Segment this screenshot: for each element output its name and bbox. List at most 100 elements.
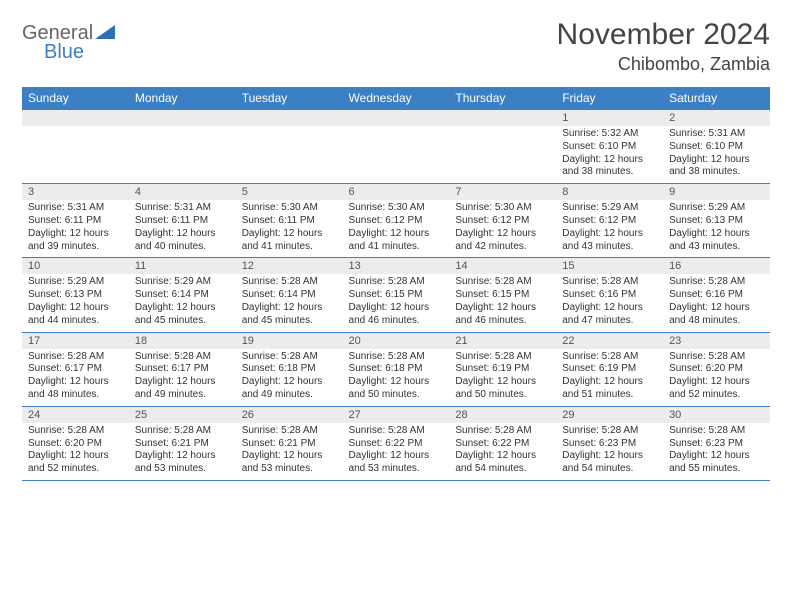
calendar-week-row: 10Sunrise: 5:29 AMSunset: 6:13 PMDayligh… xyxy=(22,258,770,332)
sunset-text: Sunset: 6:14 PM xyxy=(135,289,230,302)
weekday-header: Friday xyxy=(556,87,663,110)
sunset-text: Sunset: 6:17 PM xyxy=(135,363,230,376)
calendar-day-cell: 15Sunrise: 5:28 AMSunset: 6:16 PMDayligh… xyxy=(556,258,663,332)
day-details: Sunrise: 5:28 AMSunset: 6:20 PMDaylight:… xyxy=(22,423,129,480)
sunrise-text: Sunrise: 5:28 AM xyxy=(669,351,764,364)
weekday-header: Saturday xyxy=(663,87,770,110)
sunrise-text: Sunrise: 5:28 AM xyxy=(455,425,550,438)
daylight-text: Daylight: 12 hours and 42 minutes. xyxy=(455,228,550,254)
day-details: Sunrise: 5:30 AMSunset: 6:12 PMDaylight:… xyxy=(449,200,556,257)
month-title: November 2024 xyxy=(557,18,770,52)
sunrise-text: Sunrise: 5:28 AM xyxy=(242,351,337,364)
calendar-day-cell: 25Sunrise: 5:28 AMSunset: 6:21 PMDayligh… xyxy=(129,406,236,480)
day-details: Sunrise: 5:28 AMSunset: 6:17 PMDaylight:… xyxy=(22,349,129,406)
calendar-day-cell: 16Sunrise: 5:28 AMSunset: 6:16 PMDayligh… xyxy=(663,258,770,332)
daylight-text: Daylight: 12 hours and 41 minutes. xyxy=(242,228,337,254)
day-number: 14 xyxy=(449,258,556,274)
sunrise-text: Sunrise: 5:30 AM xyxy=(242,202,337,215)
calendar-day-cell: 27Sunrise: 5:28 AMSunset: 6:22 PMDayligh… xyxy=(343,406,450,480)
calendar-day-cell: 19Sunrise: 5:28 AMSunset: 6:18 PMDayligh… xyxy=(236,332,343,406)
calendar-day-cell: 13Sunrise: 5:28 AMSunset: 6:15 PMDayligh… xyxy=(343,258,450,332)
sunset-text: Sunset: 6:16 PM xyxy=(562,289,657,302)
sunrise-text: Sunrise: 5:29 AM xyxy=(669,202,764,215)
daylight-text: Daylight: 12 hours and 50 minutes. xyxy=(455,376,550,402)
daylight-text: Daylight: 12 hours and 54 minutes. xyxy=(562,450,657,476)
calendar-day-cell: 28Sunrise: 5:28 AMSunset: 6:22 PMDayligh… xyxy=(449,406,556,480)
day-details xyxy=(129,126,236,180)
calendar-day-cell: 11Sunrise: 5:29 AMSunset: 6:14 PMDayligh… xyxy=(129,258,236,332)
calendar-week-row: 1Sunrise: 5:32 AMSunset: 6:10 PMDaylight… xyxy=(22,110,770,184)
day-number: 8 xyxy=(556,184,663,200)
calendar-day-cell: 17Sunrise: 5:28 AMSunset: 6:17 PMDayligh… xyxy=(22,332,129,406)
day-details: Sunrise: 5:28 AMSunset: 6:14 PMDaylight:… xyxy=(236,274,343,331)
daylight-text: Daylight: 12 hours and 44 minutes. xyxy=(28,302,123,328)
day-number: 20 xyxy=(343,333,450,349)
calendar-day-cell: 12Sunrise: 5:28 AMSunset: 6:14 PMDayligh… xyxy=(236,258,343,332)
day-number: 6 xyxy=(343,184,450,200)
sunset-text: Sunset: 6:22 PM xyxy=(455,438,550,451)
sunrise-text: Sunrise: 5:30 AM xyxy=(349,202,444,215)
sunset-text: Sunset: 6:10 PM xyxy=(669,141,764,154)
calendar-day-cell: 3Sunrise: 5:31 AMSunset: 6:11 PMDaylight… xyxy=(22,184,129,258)
day-details xyxy=(22,126,129,180)
sunrise-text: Sunrise: 5:28 AM xyxy=(669,276,764,289)
calendar-week-row: 24Sunrise: 5:28 AMSunset: 6:20 PMDayligh… xyxy=(22,406,770,480)
sunrise-text: Sunrise: 5:28 AM xyxy=(562,425,657,438)
sunset-text: Sunset: 6:13 PM xyxy=(669,215,764,228)
sunset-text: Sunset: 6:23 PM xyxy=(669,438,764,451)
sunrise-text: Sunrise: 5:28 AM xyxy=(562,351,657,364)
day-number: 4 xyxy=(129,184,236,200)
day-details: Sunrise: 5:30 AMSunset: 6:12 PMDaylight:… xyxy=(343,200,450,257)
daylight-text: Daylight: 12 hours and 48 minutes. xyxy=(669,302,764,328)
day-details: Sunrise: 5:29 AMSunset: 6:13 PMDaylight:… xyxy=(22,274,129,331)
day-number: 24 xyxy=(22,407,129,423)
calendar-day-cell xyxy=(343,110,450,184)
sunset-text: Sunset: 6:15 PM xyxy=(455,289,550,302)
day-details: Sunrise: 5:28 AMSunset: 6:21 PMDaylight:… xyxy=(236,423,343,480)
daylight-text: Daylight: 12 hours and 51 minutes. xyxy=(562,376,657,402)
calendar-day-cell: 24Sunrise: 5:28 AMSunset: 6:20 PMDayligh… xyxy=(22,406,129,480)
day-details: Sunrise: 5:28 AMSunset: 6:20 PMDaylight:… xyxy=(663,349,770,406)
sunrise-text: Sunrise: 5:28 AM xyxy=(349,425,444,438)
day-details: Sunrise: 5:28 AMSunset: 6:23 PMDaylight:… xyxy=(663,423,770,480)
weekday-header: Sunday xyxy=(22,87,129,110)
day-details: Sunrise: 5:28 AMSunset: 6:16 PMDaylight:… xyxy=(556,274,663,331)
daylight-text: Daylight: 12 hours and 53 minutes. xyxy=(135,450,230,476)
calendar-day-cell: 20Sunrise: 5:28 AMSunset: 6:18 PMDayligh… xyxy=(343,332,450,406)
calendar-table: Sunday Monday Tuesday Wednesday Thursday… xyxy=(22,87,770,481)
logo: General Blue xyxy=(22,22,115,64)
logo-text-blue: Blue xyxy=(44,41,84,64)
day-details xyxy=(449,126,556,180)
day-details: Sunrise: 5:28 AMSunset: 6:18 PMDaylight:… xyxy=(343,349,450,406)
sunset-text: Sunset: 6:11 PM xyxy=(135,215,230,228)
day-details: Sunrise: 5:31 AMSunset: 6:11 PMDaylight:… xyxy=(22,200,129,257)
calendar-week-row: 17Sunrise: 5:28 AMSunset: 6:17 PMDayligh… xyxy=(22,332,770,406)
day-number: 29 xyxy=(556,407,663,423)
calendar-day-cell xyxy=(449,110,556,184)
day-number: 30 xyxy=(663,407,770,423)
sunrise-text: Sunrise: 5:28 AM xyxy=(242,276,337,289)
sunset-text: Sunset: 6:12 PM xyxy=(455,215,550,228)
sunrise-text: Sunrise: 5:28 AM xyxy=(455,351,550,364)
calendar-day-cell: 6Sunrise: 5:30 AMSunset: 6:12 PMDaylight… xyxy=(343,184,450,258)
day-number: 13 xyxy=(343,258,450,274)
day-number: 12 xyxy=(236,258,343,274)
calendar-day-cell: 26Sunrise: 5:28 AMSunset: 6:21 PMDayligh… xyxy=(236,406,343,480)
header: General Blue November 2024 Chibombo, Zam… xyxy=(22,18,770,75)
day-details: Sunrise: 5:28 AMSunset: 6:18 PMDaylight:… xyxy=(236,349,343,406)
daylight-text: Daylight: 12 hours and 43 minutes. xyxy=(669,228,764,254)
sunrise-text: Sunrise: 5:28 AM xyxy=(135,425,230,438)
calendar-day-cell xyxy=(236,110,343,184)
daylight-text: Daylight: 12 hours and 39 minutes. xyxy=(28,228,123,254)
sunset-text: Sunset: 6:19 PM xyxy=(455,363,550,376)
sunset-text: Sunset: 6:14 PM xyxy=(242,289,337,302)
sunset-text: Sunset: 6:21 PM xyxy=(242,438,337,451)
calendar-day-cell: 29Sunrise: 5:28 AMSunset: 6:23 PMDayligh… xyxy=(556,406,663,480)
daylight-text: Daylight: 12 hours and 46 minutes. xyxy=(455,302,550,328)
day-details: Sunrise: 5:28 AMSunset: 6:23 PMDaylight:… xyxy=(556,423,663,480)
sunset-text: Sunset: 6:15 PM xyxy=(349,289,444,302)
sunrise-text: Sunrise: 5:29 AM xyxy=(28,276,123,289)
day-details: Sunrise: 5:28 AMSunset: 6:21 PMDaylight:… xyxy=(129,423,236,480)
day-details: Sunrise: 5:30 AMSunset: 6:11 PMDaylight:… xyxy=(236,200,343,257)
sunset-text: Sunset: 6:11 PM xyxy=(28,215,123,228)
